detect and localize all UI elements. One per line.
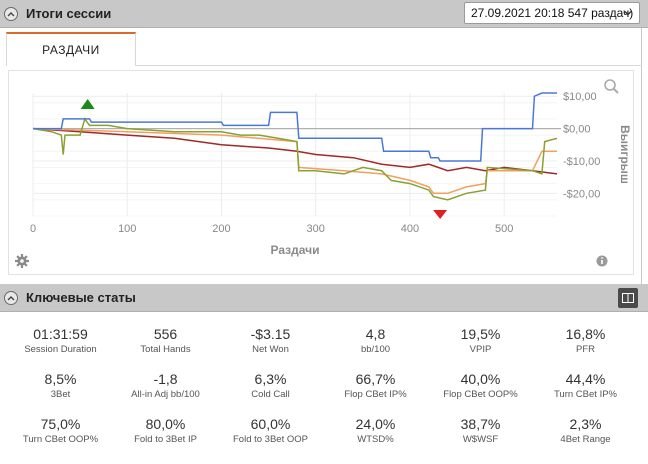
stat-label: Turn CBet IP% (553, 389, 617, 400)
stat-label: 3Bet (50, 389, 71, 400)
chevron-down-icon (624, 11, 632, 16)
stat-label: Turn CBet OOP% (22, 434, 99, 445)
stat-value: 66,7% (355, 371, 396, 387)
stat-label: Fold to 3Bet OOP (233, 434, 308, 445)
stat-item: 24,0% WTSD% (323, 416, 428, 445)
key-stats-header: Ключевые статы (0, 284, 648, 312)
x-tick-label: 0 (30, 223, 36, 235)
stat-value: 44,4% (565, 371, 606, 387)
stat-label: Total Hands (140, 344, 191, 355)
stat-item: 40,0% Flop CBet OOP% (428, 371, 533, 400)
stat-item: 19,5% VPIP (428, 326, 533, 355)
zoom-icon[interactable] (604, 79, 619, 94)
stat-value: 75,0% (40, 416, 81, 432)
stat-item: 66,7% Flop CBet IP% (323, 371, 428, 400)
series-line (32, 117, 558, 201)
stat-label: W$WSF (462, 434, 499, 445)
stat-item: 38,7% W$WSF (428, 416, 533, 445)
stat-value: 2,3% (569, 416, 602, 432)
stat-item: 44,4% Turn CBet IP% (533, 371, 638, 400)
x-tick-label: 200 (212, 223, 230, 235)
stat-label: All-in Adj bb/100 (131, 389, 200, 400)
collapse-icon[interactable] (4, 290, 18, 305)
stat-item: 556 Total Hands (113, 326, 218, 355)
stat-item: 6,3% Cold Call (218, 371, 323, 400)
stat-item: 16,8% PFR (533, 326, 638, 355)
stat-item: 60,0% Fold to 3Bet OOP (218, 416, 323, 445)
stat-value: 556 (153, 326, 178, 342)
stat-value: 80,0% (145, 416, 186, 432)
winnings-chart-svg: 0 100 200 300 400 500 $10,00 $0,00 -$10,00 -$20,0… (15, 79, 632, 268)
panel-border (641, 28, 642, 284)
stat-label: Cold Call (251, 389, 290, 400)
stat-value: 60,0% (250, 416, 291, 432)
stat-label: WTSD% (357, 434, 394, 445)
session-select[interactable]: 27.09.2021 20:18 547 раздач) (464, 2, 640, 24)
stat-item: 01:31:59 Session Duration (8, 326, 113, 355)
x-tick-label: 500 (495, 223, 513, 235)
stat-value: 40,0% (460, 371, 501, 387)
layout-icon[interactable] (618, 288, 638, 308)
stat-value: 4,8 (365, 326, 386, 342)
winnings-chart: 0 100 200 300 400 500 $10,00 $0,00 -$10,00 -$20,0… (8, 70, 634, 275)
series-line (32, 127, 557, 195)
stat-label: 4Bet Range (560, 434, 611, 445)
y-tick-label: $0,00 (563, 124, 591, 136)
stat-label: Flop CBet OOP% (443, 389, 518, 400)
y-axis-title: Выигрыш (618, 125, 632, 184)
x-tick-label: 400 (401, 223, 419, 235)
stat-label: Fold to 3Bet IP (134, 434, 197, 445)
stat-item: -$3.15 Net Won (218, 326, 323, 355)
session-summary-header: Итоги сессии 27.09.2021 20:18 547 раздач… (0, 0, 648, 28)
stat-label: VPIP (469, 344, 492, 355)
stat-value: -1,8 (153, 371, 178, 387)
stat-value: 38,7% (460, 416, 501, 432)
x-tick-label: 300 (307, 223, 325, 235)
key-stats-title: Ключевые статы (26, 290, 136, 305)
stat-item: 8,5% 3Bet (8, 371, 113, 400)
stat-label: Net Won (252, 344, 289, 355)
x-tick-label: 100 (118, 223, 136, 235)
stat-item: -1,8 All-in Adj bb/100 (113, 371, 218, 400)
min-marker (433, 210, 448, 219)
stat-item: 80,0% Fold to 3Bet IP (113, 416, 218, 445)
max-marker (80, 99, 95, 109)
x-axis-title: Раздачи (271, 243, 320, 257)
info-icon[interactable] (596, 255, 608, 267)
session-select-value: 27.09.2021 20:18 547 раздач) (471, 6, 634, 20)
plot-area (33, 93, 557, 216)
stat-value: 19,5% (460, 326, 501, 342)
stat-item: 75,0% Turn CBet OOP% (8, 416, 113, 445)
gear-icon[interactable] (15, 254, 29, 268)
series-line (33, 92, 557, 162)
stat-value: 01:31:59 (33, 326, 88, 342)
y-tick-label: -$10,00 (563, 156, 600, 168)
y-tick-label: $10,00 (563, 91, 597, 103)
stat-item: 2,3% 4Bet Range (533, 416, 638, 445)
stat-label: Flop CBet IP% (344, 389, 407, 400)
stat-label: Session Duration (24, 344, 97, 355)
stat-value: -$3.15 (250, 326, 291, 342)
session-summary-title: Итоги сессии (26, 6, 112, 21)
stat-value: 24,0% (355, 416, 396, 432)
stat-value: 6,3% (254, 371, 287, 387)
stat-label: bb/100 (360, 344, 391, 355)
stat-value: 8,5% (44, 371, 77, 387)
stat-label: PFR (576, 344, 595, 355)
stat-item: 4,8 bb/100 (323, 326, 428, 355)
stat-value: 16,8% (565, 326, 606, 342)
collapse-icon[interactable] (4, 6, 18, 21)
tab-bar: РАЗДАЧИ (6, 32, 642, 66)
tab-hands[interactable]: РАЗДАЧИ (6, 32, 136, 66)
y-tick-label: -$20,00 (563, 188, 600, 200)
